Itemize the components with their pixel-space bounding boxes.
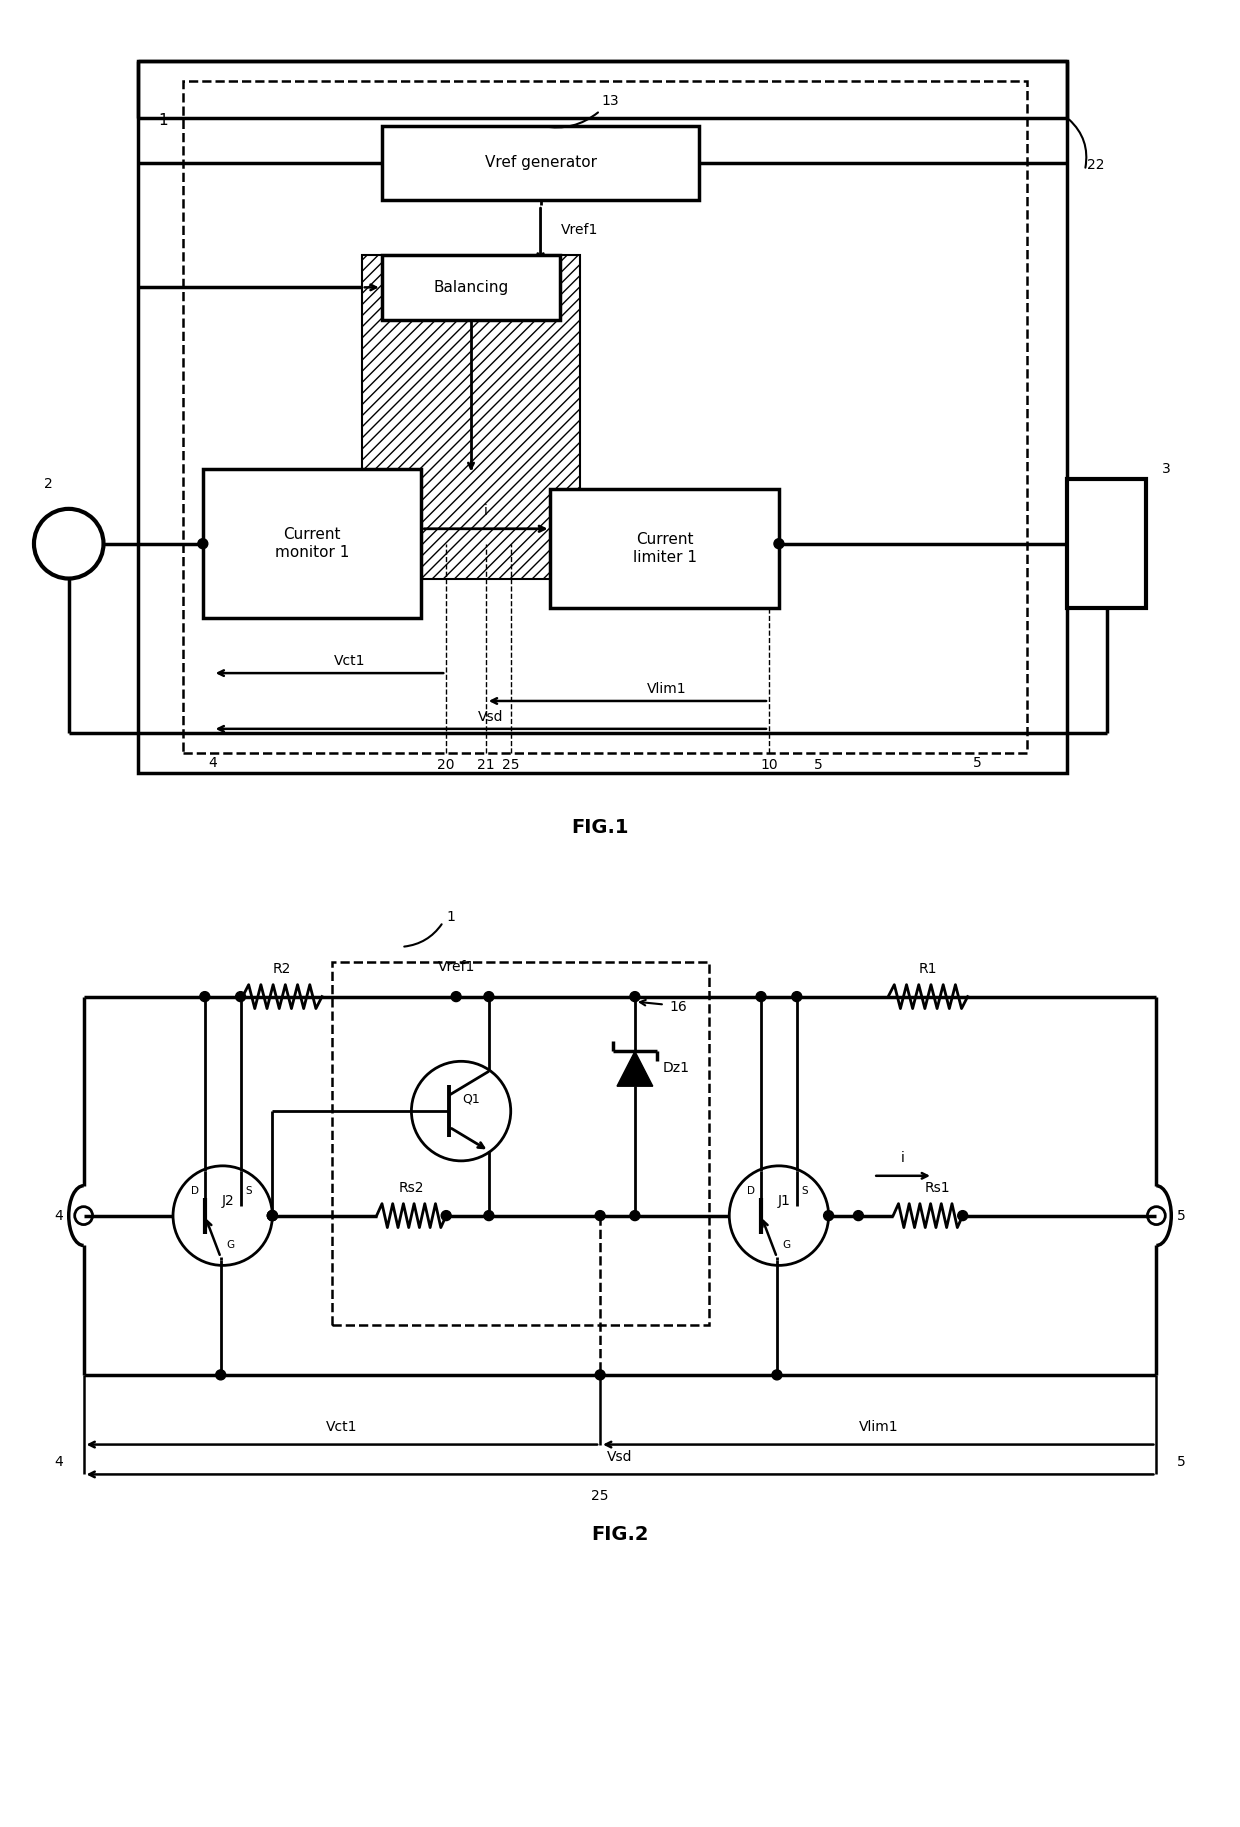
Text: D: D bbox=[191, 1186, 198, 1195]
Circle shape bbox=[595, 1370, 605, 1379]
Text: Rs2: Rs2 bbox=[399, 1180, 424, 1195]
Text: Q1: Q1 bbox=[463, 1093, 480, 1105]
Bar bbox=[203, 470, 422, 618]
Bar bbox=[551, 490, 779, 608]
Text: Current
monitor 1: Current monitor 1 bbox=[275, 528, 350, 559]
Text: R1: R1 bbox=[919, 961, 937, 976]
Text: Rs1: Rs1 bbox=[925, 1180, 951, 1195]
Circle shape bbox=[756, 992, 766, 1001]
Circle shape bbox=[268, 1211, 278, 1220]
Circle shape bbox=[774, 539, 784, 548]
Bar bbox=[1066, 479, 1147, 608]
Text: Current
limiter 1: Current limiter 1 bbox=[632, 532, 697, 565]
Text: 13: 13 bbox=[601, 93, 619, 108]
Text: Vref1: Vref1 bbox=[438, 959, 475, 974]
Text: 4: 4 bbox=[55, 1456, 63, 1469]
Text: Balancing: Balancing bbox=[434, 280, 508, 294]
Circle shape bbox=[200, 992, 210, 1001]
Text: 4: 4 bbox=[55, 1209, 63, 1222]
Text: 5: 5 bbox=[815, 758, 823, 771]
Text: D: D bbox=[748, 1186, 755, 1195]
Circle shape bbox=[595, 1211, 605, 1220]
Circle shape bbox=[823, 1211, 833, 1220]
Circle shape bbox=[236, 992, 246, 1001]
Text: G: G bbox=[782, 1241, 791, 1250]
Text: Vct1: Vct1 bbox=[334, 654, 365, 669]
Bar bbox=[184, 80, 1027, 753]
Circle shape bbox=[451, 992, 461, 1001]
Text: 5: 5 bbox=[1177, 1209, 1185, 1222]
Bar bbox=[138, 60, 1066, 773]
Text: i: i bbox=[901, 1151, 905, 1166]
Bar bbox=[362, 256, 580, 579]
Circle shape bbox=[268, 1211, 278, 1220]
Text: 3: 3 bbox=[1162, 462, 1171, 477]
Text: 20: 20 bbox=[438, 758, 455, 771]
Text: J2: J2 bbox=[221, 1193, 234, 1208]
Circle shape bbox=[957, 1211, 967, 1220]
Circle shape bbox=[773, 1370, 782, 1379]
Text: Dz1: Dz1 bbox=[662, 1061, 689, 1076]
Text: 5: 5 bbox=[973, 756, 982, 769]
Text: G: G bbox=[227, 1241, 234, 1250]
Text: 10: 10 bbox=[760, 758, 777, 771]
Text: 16: 16 bbox=[670, 999, 687, 1014]
Circle shape bbox=[268, 1211, 278, 1220]
Circle shape bbox=[792, 992, 802, 1001]
Text: 22: 22 bbox=[1086, 159, 1105, 172]
Text: Vct1: Vct1 bbox=[326, 1420, 357, 1434]
Bar bbox=[382, 126, 699, 201]
Text: Vsd: Vsd bbox=[479, 711, 503, 723]
Text: S: S bbox=[801, 1186, 808, 1195]
Text: 21: 21 bbox=[477, 758, 495, 771]
Text: Vref generator: Vref generator bbox=[485, 155, 596, 170]
Circle shape bbox=[216, 1370, 226, 1379]
Text: 5: 5 bbox=[1177, 1456, 1185, 1469]
Text: i: i bbox=[484, 504, 487, 517]
Text: Vlim1: Vlim1 bbox=[647, 681, 687, 696]
Text: 4: 4 bbox=[208, 756, 217, 769]
Polygon shape bbox=[618, 1051, 652, 1087]
Text: S: S bbox=[246, 1186, 252, 1195]
Text: 1: 1 bbox=[446, 910, 455, 924]
Text: 1: 1 bbox=[159, 113, 167, 128]
Text: 2: 2 bbox=[45, 477, 53, 491]
Text: 25: 25 bbox=[591, 1489, 609, 1504]
Text: Vlim1: Vlim1 bbox=[858, 1420, 898, 1434]
Text: Vref1: Vref1 bbox=[560, 223, 598, 238]
Bar bbox=[382, 256, 560, 320]
Circle shape bbox=[630, 1211, 640, 1220]
Text: FIG.1: FIG.1 bbox=[572, 818, 629, 837]
Text: Vsd: Vsd bbox=[608, 1449, 632, 1463]
Circle shape bbox=[441, 1211, 451, 1220]
Text: 25: 25 bbox=[502, 758, 520, 771]
Circle shape bbox=[630, 992, 640, 1001]
Circle shape bbox=[853, 1211, 863, 1220]
Text: R2: R2 bbox=[273, 961, 291, 976]
Text: FIG.2: FIG.2 bbox=[591, 1526, 649, 1544]
Circle shape bbox=[484, 992, 494, 1001]
Text: J1: J1 bbox=[777, 1193, 790, 1208]
Circle shape bbox=[484, 1211, 494, 1220]
Bar bbox=[332, 961, 709, 1325]
Circle shape bbox=[198, 539, 208, 548]
